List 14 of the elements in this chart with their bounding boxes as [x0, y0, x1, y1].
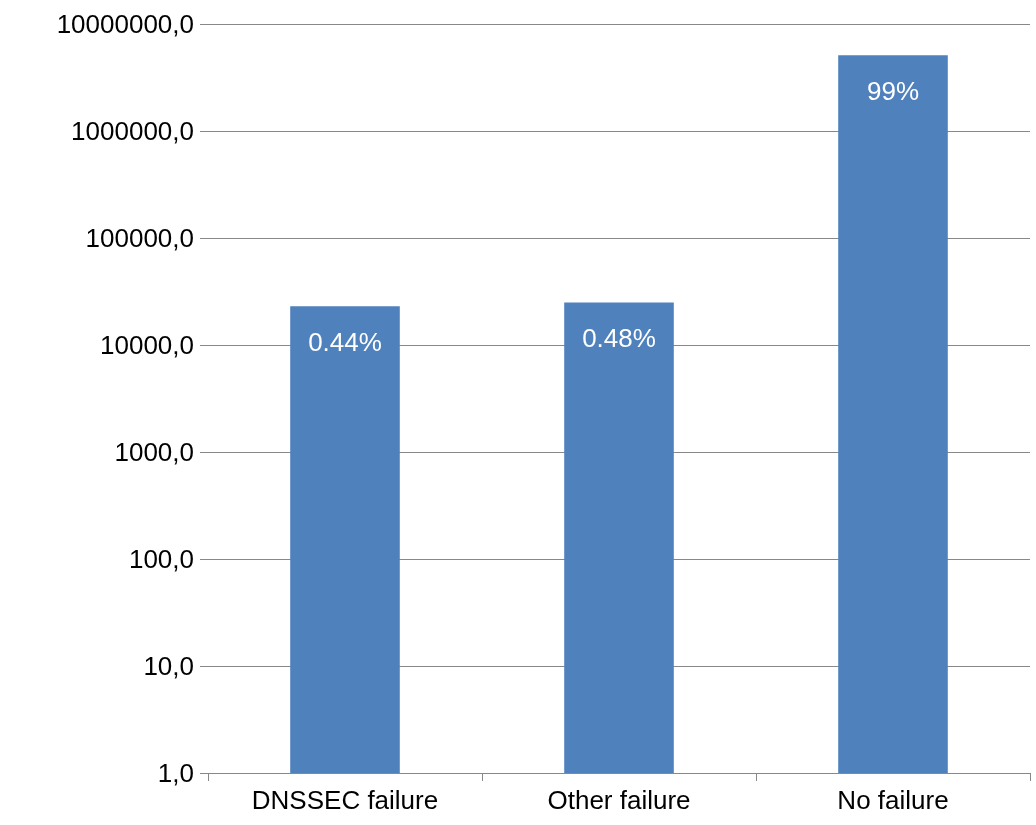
y-tick-label: 1,0 [157, 758, 194, 788]
annotation: 99% [866, 76, 920, 107]
x-tick-label: DNSSEC failure [251, 785, 439, 815]
y-tick-label: 10,0 [143, 651, 194, 681]
annotation: 0.48% [582, 323, 656, 354]
x-tick-label: No failure [837, 785, 949, 815]
y-tick-label: 1000000,0 [71, 116, 194, 146]
x-tick-label: Other failure [547, 785, 691, 815]
y-tick-label: 100000,0 [85, 223, 194, 253]
annotation: 0.44% [308, 327, 382, 358]
y-tick-label: 10000,0 [100, 330, 194, 360]
y-tick-label: 10000000,0 [56, 9, 194, 39]
y-tick-label: 100,0 [128, 544, 194, 574]
y-tick-label: 1000,0 [114, 437, 194, 467]
